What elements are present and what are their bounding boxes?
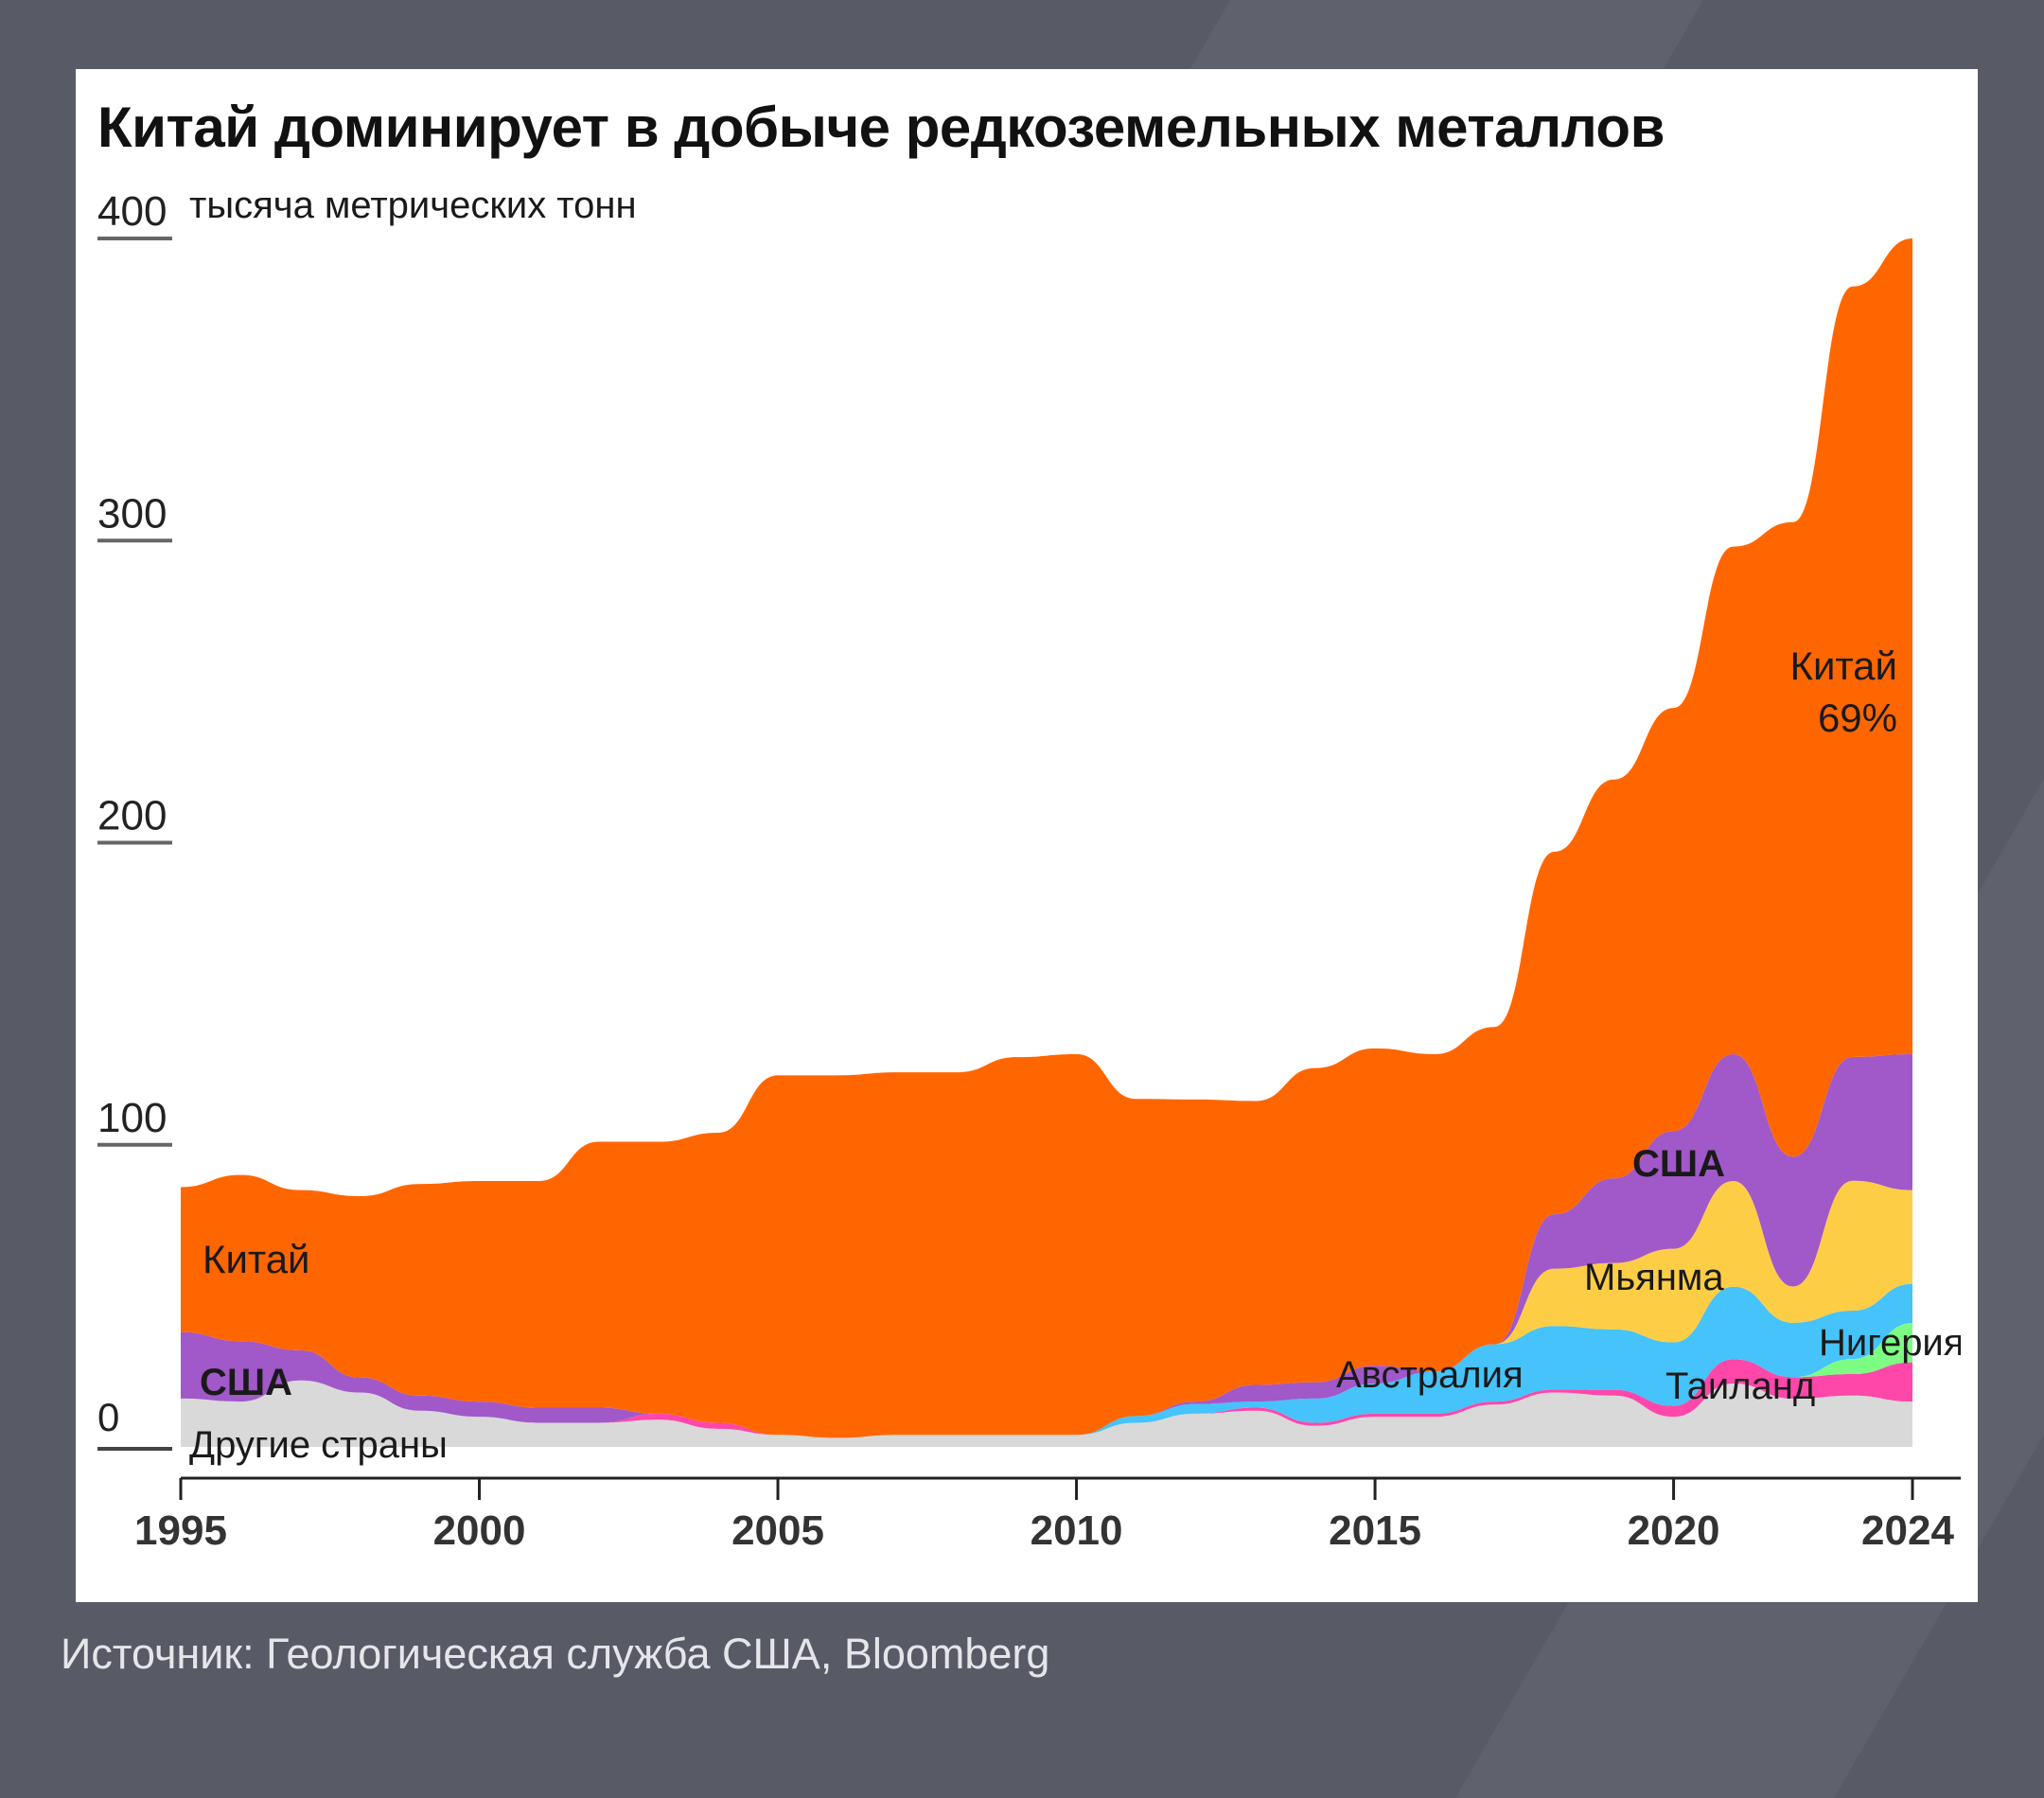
label-australia: Австралия [1336, 1354, 1524, 1396]
label-usa-left: США [200, 1362, 292, 1403]
label-china-left: Китай [203, 1237, 310, 1281]
label-nigeria: Нигерия [1819, 1322, 1964, 1364]
x-tick-label: 2000 [433, 1507, 526, 1554]
area-0 [181, 1380, 1912, 1447]
label-myanmar: Мьянма [1584, 1257, 1724, 1298]
area-3 [181, 1283, 1912, 1438]
label-china-share: 69% [1818, 696, 1897, 740]
y-tick-label: 200 [97, 793, 167, 839]
clip-mask [1961, 237, 1978, 1561]
y-tick-label: 0 [97, 1395, 119, 1439]
x-tick-label: 2015 [1329, 1507, 1421, 1554]
x-tick-label: 2020 [1628, 1507, 1720, 1554]
x-tick-label: 2024 [1861, 1507, 1954, 1554]
source-note: Источник: Геологическая служба США, Bloo… [61, 1630, 1050, 1678]
area-6 [181, 238, 1912, 1438]
label-thailand: Таиланд [1665, 1366, 1815, 1407]
area-4 [181, 1180, 1912, 1438]
x-tick-label: 2005 [731, 1507, 824, 1554]
label-others: Другие страны [189, 1424, 448, 1466]
area-1 [181, 1359, 1912, 1438]
y-axis-unit: тысяча метрических тонн [189, 185, 637, 226]
y-tick-label: 400 [97, 188, 167, 235]
x-tick-label: 2010 [1031, 1507, 1123, 1554]
chart-title: Китай доминирует в добыче редкоземельных… [97, 96, 1665, 159]
area-5 [181, 1053, 1912, 1438]
x-tick-label: 1995 [134, 1507, 227, 1554]
y-tick-label: 300 [97, 490, 167, 537]
streamgraph-chart: 0 100 200 300 400 1995 2000 2005 2010 2015 2020 20… [97, 185, 1964, 1554]
label-china-right: Китай [1789, 643, 1897, 688]
label-usa-right: США [1632, 1143, 1725, 1185]
y-tick-label: 100 [97, 1095, 167, 1141]
